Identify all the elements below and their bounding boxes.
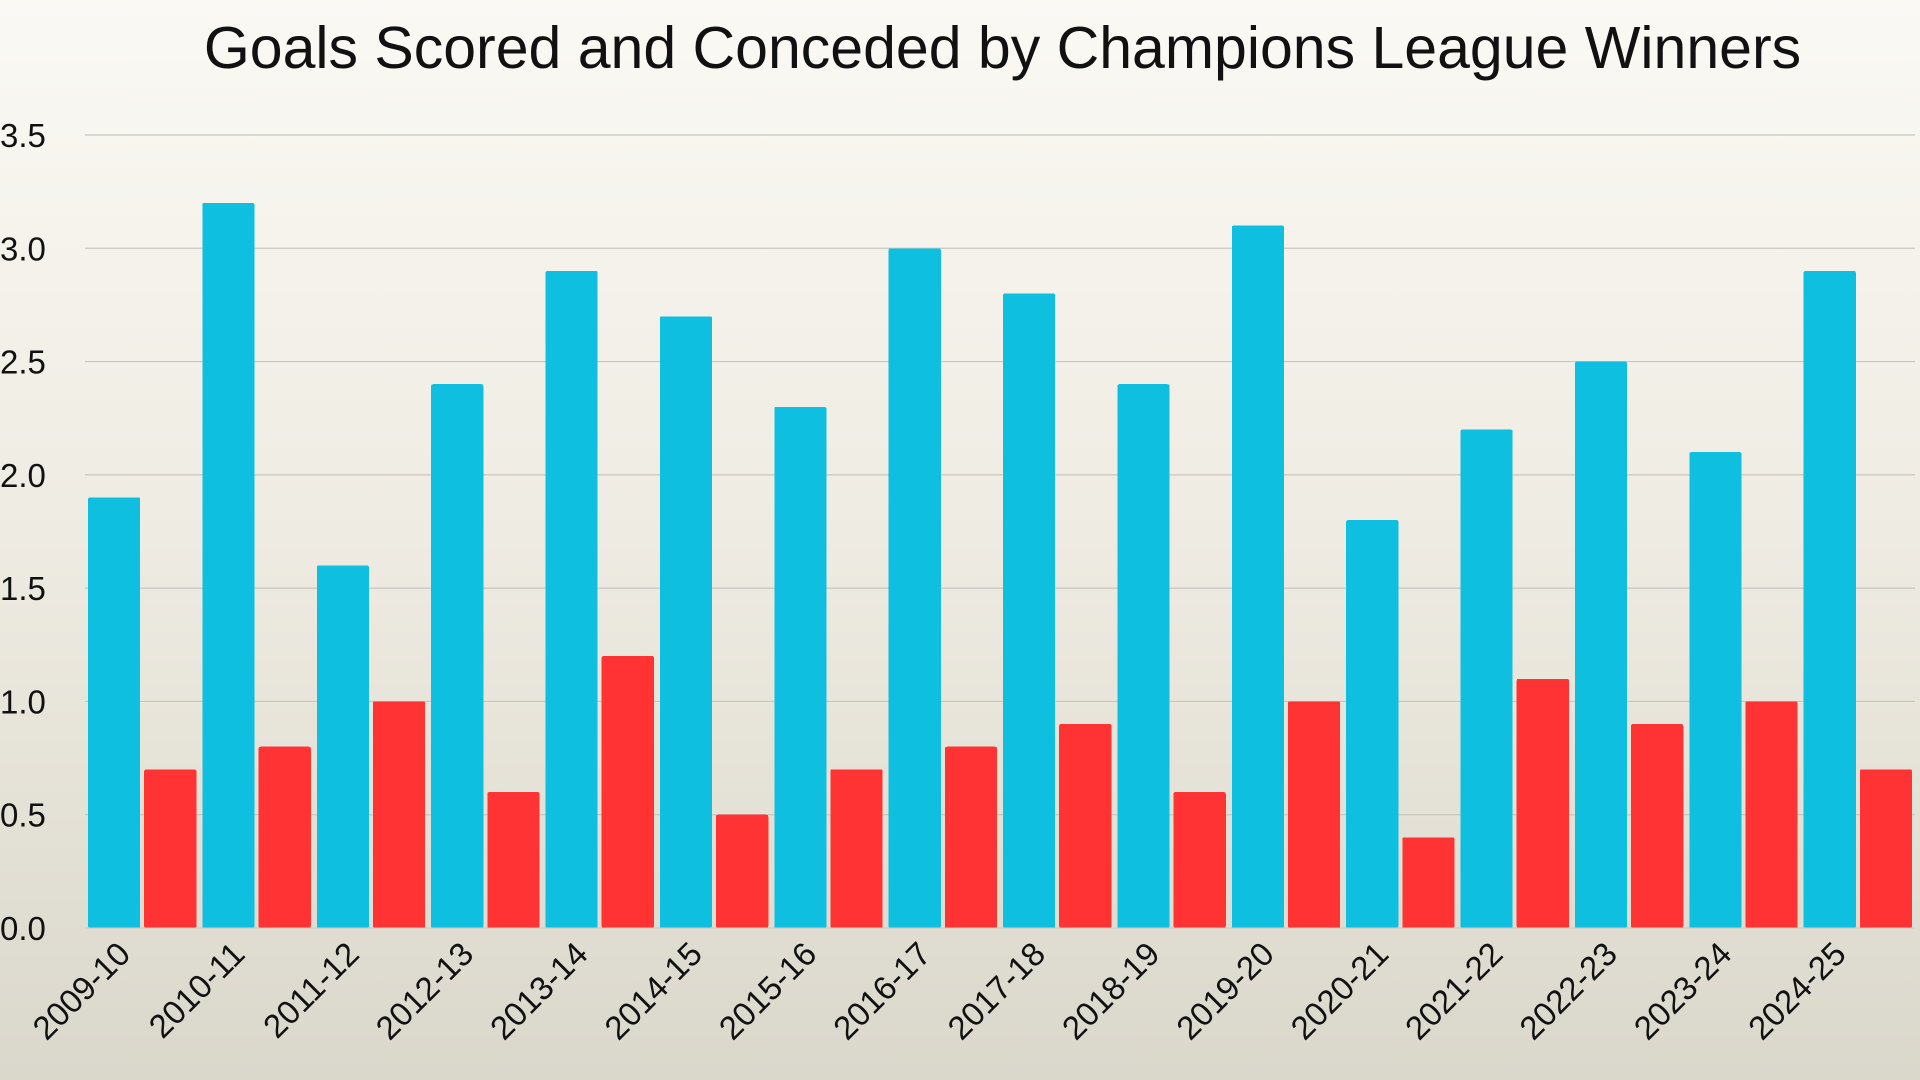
x-tick-label: 2022-23 (1512, 935, 1624, 1047)
x-tick-label: 2013-14 (483, 935, 595, 1047)
x-tick-label: 2010-11 (141, 935, 251, 1045)
y-tick-label: 0.5 (0, 797, 46, 834)
bar (944, 746, 997, 928)
bar (888, 248, 941, 929)
bar (1803, 270, 1856, 928)
bar (830, 769, 883, 928)
y-tick-label: 0.0 (0, 910, 46, 947)
bar (88, 497, 141, 928)
y-tick-label: 3.5 (0, 117, 46, 154)
bar (1631, 724, 1684, 928)
x-tick-label: 2024-25 (1741, 935, 1853, 1047)
bar (1059, 724, 1112, 928)
x-axis: 2009-10 2010-11 2011-12 2012-13 2013-14 2014-… (25, 927, 1915, 1047)
x-tick-label: 2012-13 (368, 935, 480, 1047)
bar (1689, 452, 1742, 928)
x-tick-label: 2019-20 (1169, 935, 1281, 1047)
x-tick-label: 2023-24 (1627, 935, 1739, 1047)
x-tick-label: 2017-18 (940, 935, 1052, 1047)
bar (431, 384, 484, 928)
bar (1117, 384, 1170, 928)
bar (1287, 701, 1341, 928)
y-tick-label: 1.0 (0, 683, 46, 720)
x-tick-label: 2020-21 (1283, 935, 1395, 1047)
bar (774, 406, 827, 928)
x-tick-label: 2016-17 (826, 935, 938, 1047)
y-tick-label: 2.0 (0, 457, 46, 494)
bar (202, 202, 255, 928)
bar (659, 316, 713, 928)
x-tick-label: 2011-12 (256, 935, 366, 1045)
chart-title: Goals Scored and Conceded by Champions L… (203, 15, 1802, 81)
bar (716, 814, 769, 928)
bars (88, 202, 1912, 929)
y-axis: 0.0 0.5 1.0 1.5 2.0 2.5 3.0 3.5 (0, 117, 46, 947)
bar (1859, 769, 1912, 928)
bar (1574, 361, 1628, 929)
bar (144, 769, 197, 928)
bar (1231, 225, 1284, 929)
bar (1745, 701, 1798, 928)
x-tick-label: 2018-19 (1055, 935, 1167, 1047)
bar (601, 656, 654, 928)
bar (1346, 520, 1399, 928)
bar (1003, 293, 1056, 929)
bar (1516, 678, 1569, 928)
y-tick-label: 1.5 (0, 570, 46, 607)
bar (372, 701, 426, 928)
bar (1402, 837, 1455, 928)
bar (545, 270, 598, 928)
bar (1173, 792, 1226, 928)
bar (487, 792, 540, 928)
bar (258, 746, 311, 928)
y-tick-label: 2.5 (0, 344, 46, 381)
x-tick-label: 2021-22 (1398, 935, 1510, 1047)
bar (316, 565, 369, 928)
x-tick-label: 2015-16 (712, 935, 824, 1047)
x-tick-label: 2014-15 (597, 935, 709, 1047)
bar (1460, 429, 1513, 928)
x-tick-label: 2009-10 (25, 935, 137, 1047)
y-tick-label: 3.0 (0, 230, 46, 267)
